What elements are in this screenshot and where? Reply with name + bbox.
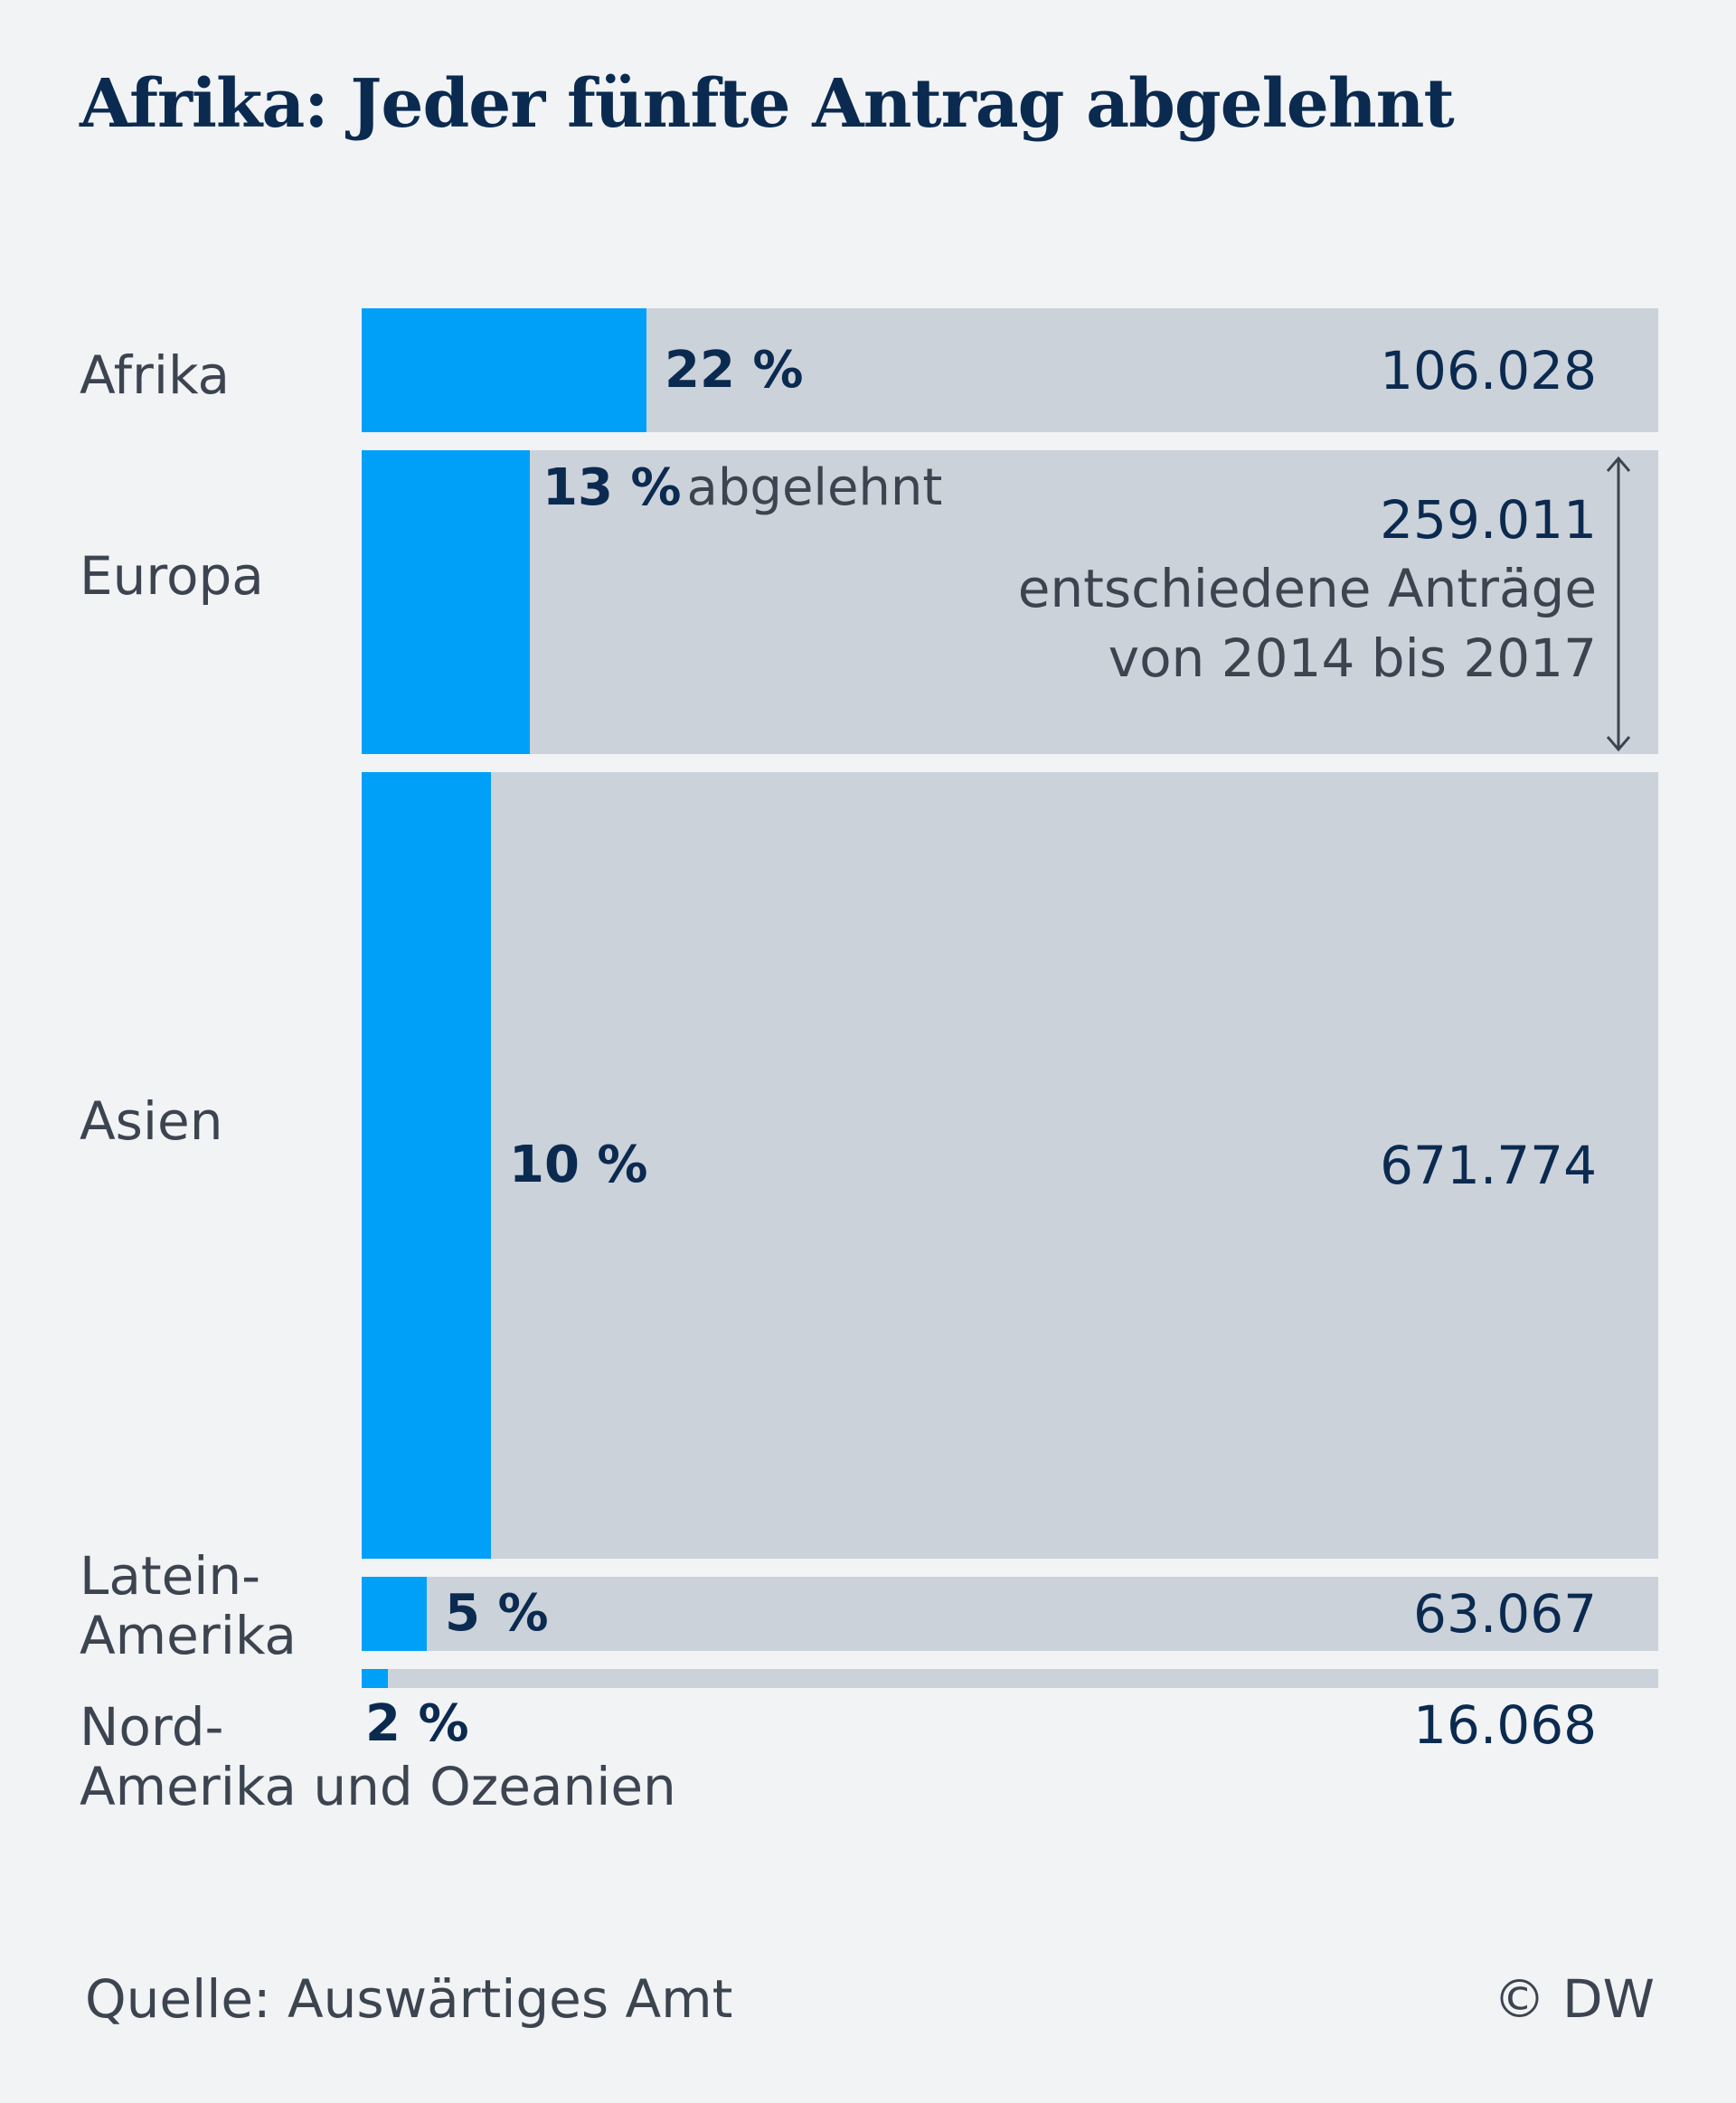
percent-label: 10 % bbox=[509, 1136, 648, 1194]
category-label-line: Afrika bbox=[80, 344, 231, 406]
bar-track bbox=[362, 1669, 1658, 1688]
category-label: Afrika bbox=[80, 345, 230, 405]
chart-title: Afrika: Jeder fünfte Antrag abgelehnt bbox=[80, 65, 1455, 143]
credit: © DW bbox=[1493, 1968, 1655, 2030]
bar-rejected bbox=[362, 308, 646, 432]
annotation-text: entschiedene Anträge von 2014 bis 2017 bbox=[1018, 554, 1597, 693]
double-arrow-icon bbox=[1606, 456, 1631, 752]
source-note: Quelle: Auswärtiges Amt bbox=[85, 1968, 733, 2030]
total-label: 106.028 bbox=[1380, 339, 1597, 401]
category-label-line: Asien bbox=[80, 1090, 223, 1152]
category-label: Latein- Amerika bbox=[80, 1546, 297, 1665]
category-label: Europa bbox=[80, 546, 264, 606]
annotation-line: entschiedene Anträge bbox=[1017, 558, 1597, 619]
category-label-line: Nord- bbox=[80, 1696, 224, 1758]
bar-rejected bbox=[362, 1669, 388, 1688]
percent-label: 22 % bbox=[665, 340, 804, 400]
percent-value: 10 % bbox=[509, 1136, 648, 1194]
percent-label: 5 % bbox=[445, 1585, 549, 1643]
bar-rejected bbox=[362, 1577, 427, 1651]
percent-value: 2 % bbox=[365, 1694, 469, 1753]
bar-track bbox=[362, 450, 1658, 754]
category-label-line: Europa bbox=[80, 545, 264, 607]
bar-rejected bbox=[362, 450, 530, 754]
percent-value: 5 % bbox=[445, 1584, 549, 1643]
bar-rejected bbox=[362, 772, 491, 1559]
total-label: 259.011 bbox=[1380, 489, 1597, 551]
annotation-line: von 2014 bis 2017 bbox=[1108, 627, 1597, 689]
category-label-line: Amerika bbox=[80, 1605, 297, 1666]
percent-note: abgelehnt bbox=[686, 458, 943, 517]
total-label: 16.068 bbox=[1413, 1694, 1597, 1756]
percent-value: 13 % bbox=[542, 458, 682, 517]
category-label-line: Latein- bbox=[80, 1545, 261, 1607]
percent-label: 13 % abgelehnt bbox=[542, 459, 942, 517]
percent-value: 22 % bbox=[665, 340, 804, 400]
category-label: Nord- Amerika und Ozeanien bbox=[80, 1697, 676, 1816]
category-label-line: Amerika und Ozeanien bbox=[80, 1756, 676, 1817]
category-label: Asien bbox=[80, 1091, 222, 1151]
bar-track bbox=[362, 772, 1658, 1559]
total-label: 671.774 bbox=[1380, 1135, 1597, 1196]
bar-track bbox=[362, 1577, 1658, 1651]
percent-label: 2 % bbox=[365, 1695, 469, 1753]
total-label: 63.067 bbox=[1413, 1583, 1597, 1645]
